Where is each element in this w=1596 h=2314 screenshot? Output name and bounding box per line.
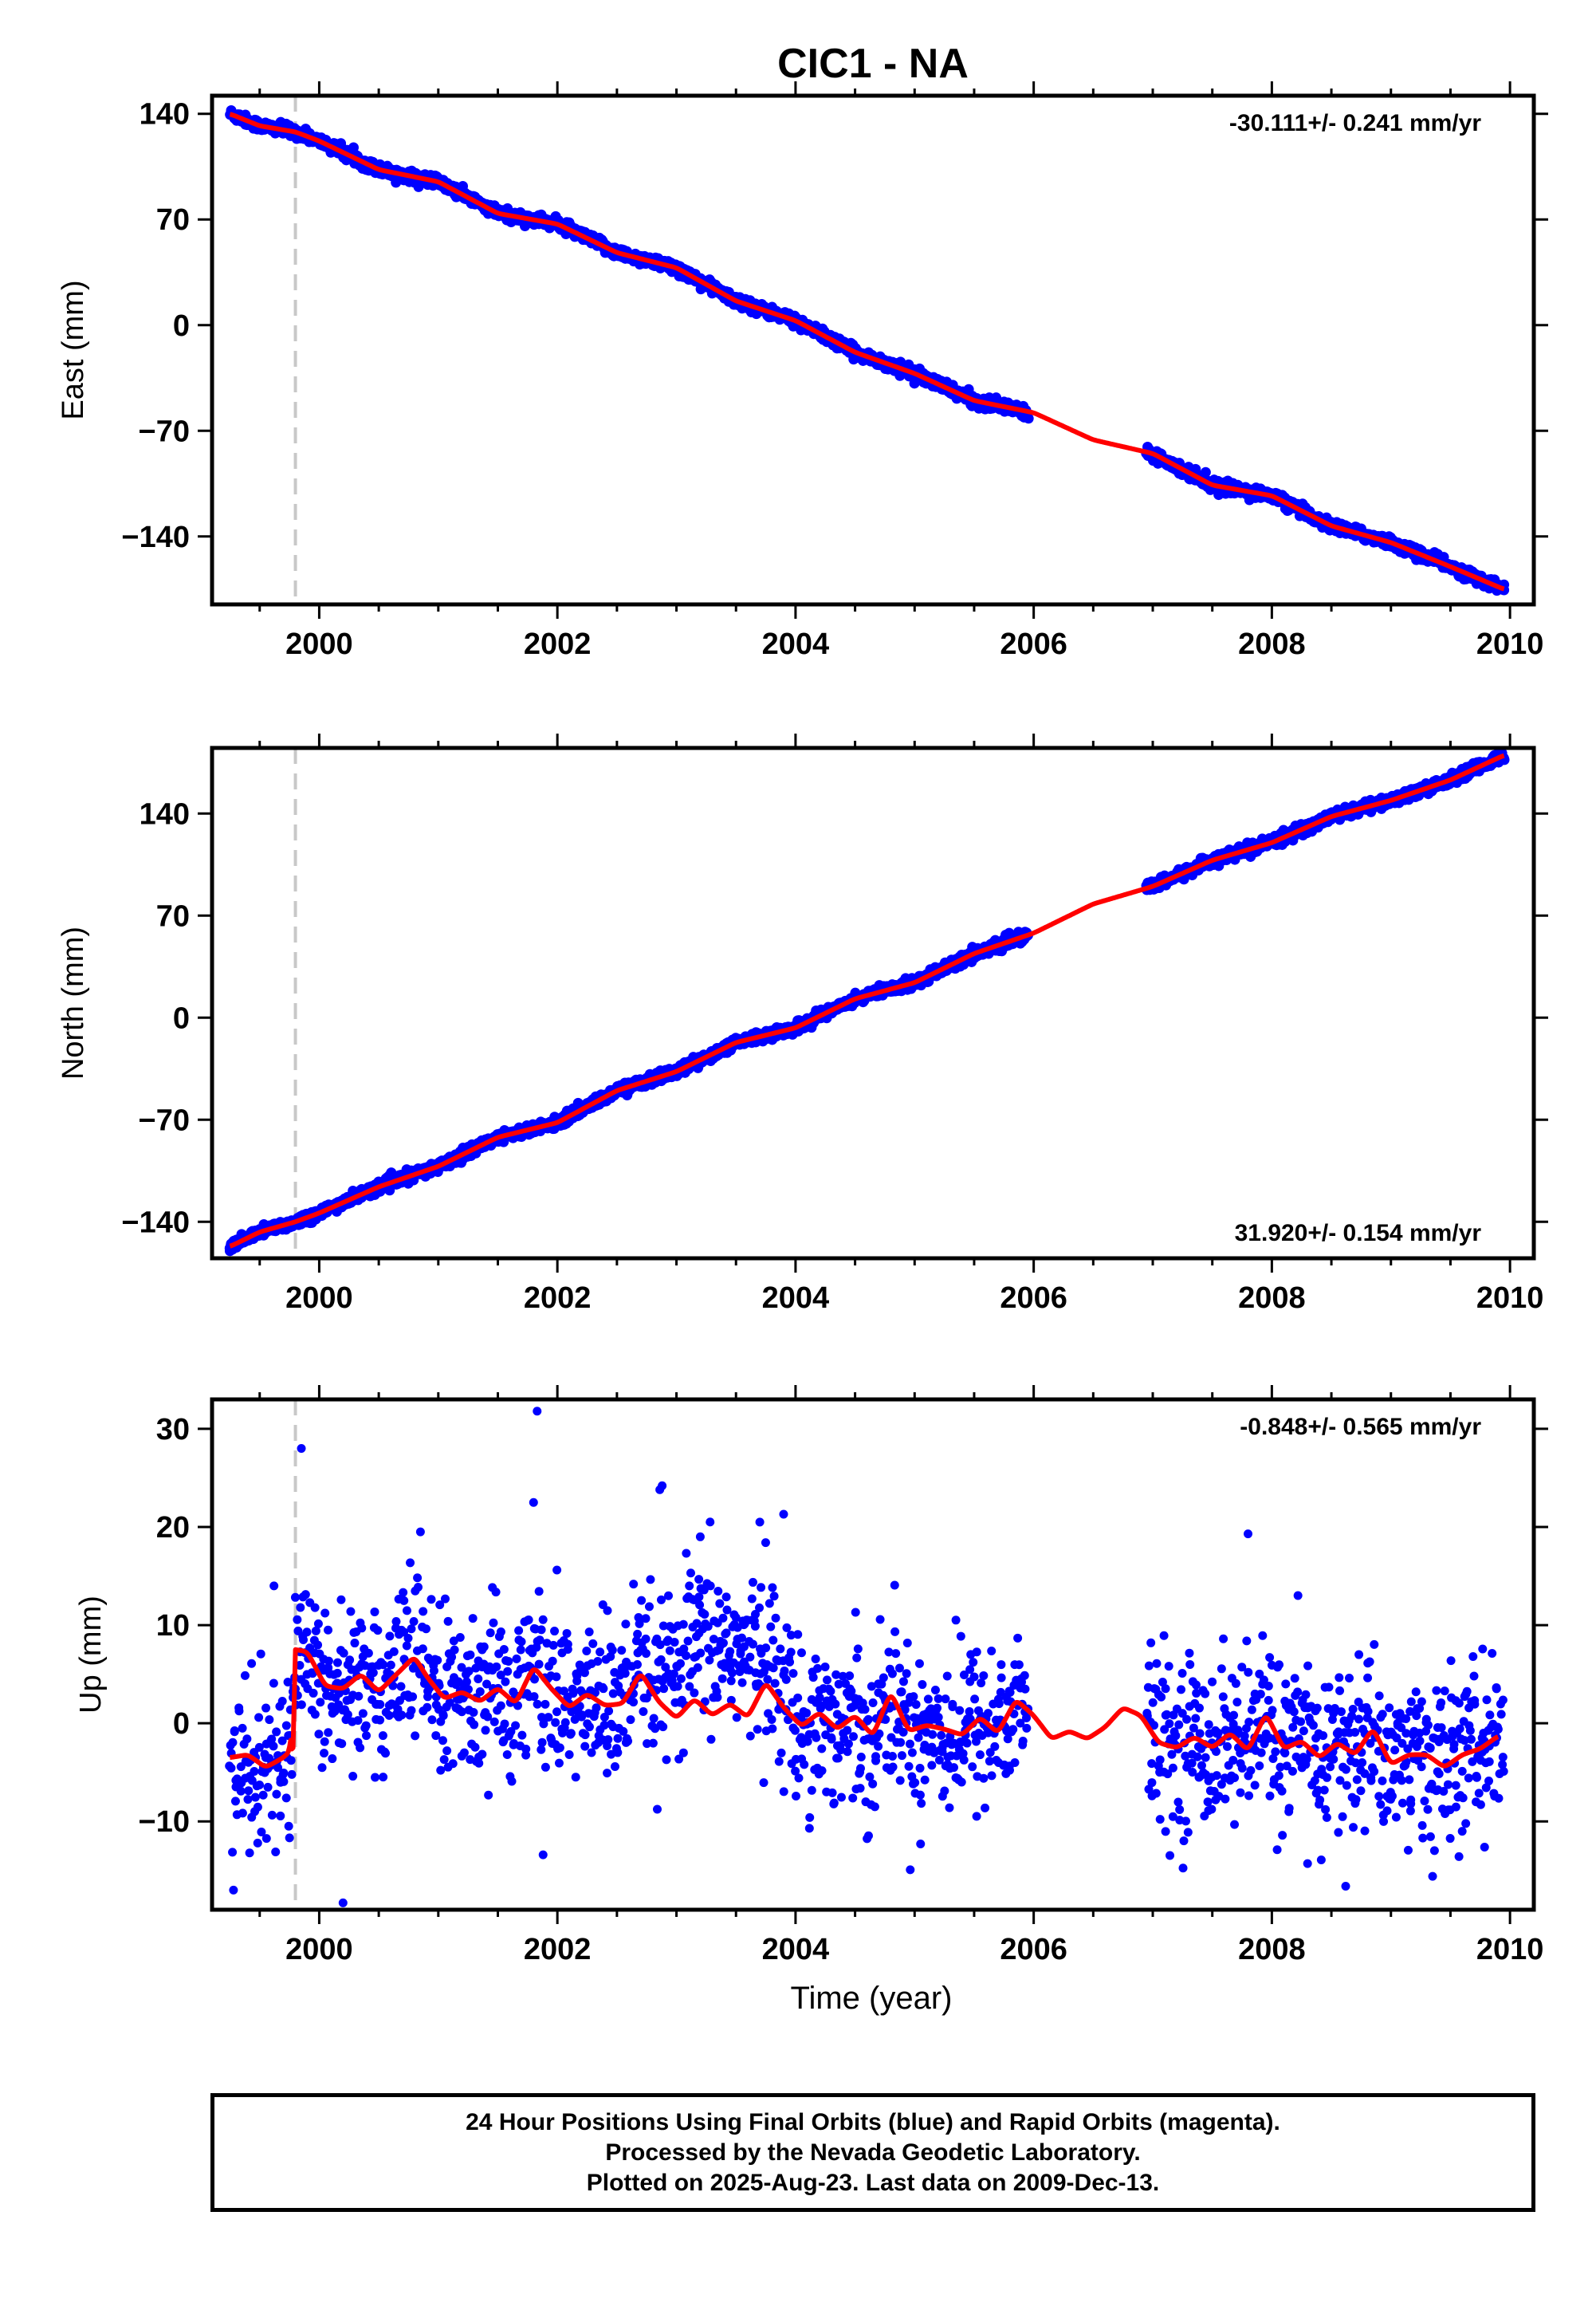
data-point: [1023, 413, 1034, 424]
y-tick-label: 0: [173, 1002, 190, 1035]
plot-frame: [210, 746, 1536, 1261]
plots: 2000 2002 2004 2006 2008 2010 140 70 0 −70 −140 Eas…: [57, 81, 1548, 2016]
plot-area: [225, 96, 1510, 604]
x-tick-label: 2006: [1000, 1281, 1067, 1315]
y-tick-label: 0: [173, 309, 190, 343]
fit-line: [228, 753, 1506, 1249]
y-tick-label: −70: [139, 415, 190, 448]
x-tick-label: 2004: [762, 628, 830, 661]
x-tick-label: 2004: [762, 1281, 830, 1315]
rate-annotation: -30.111+/- 0.241 mm/yr: [1229, 110, 1481, 136]
x-tick-label: 2010: [1476, 1281, 1544, 1315]
y-axis-label: East (mm): [57, 280, 90, 419]
panel-north: 2000 2002 2004 2006 2008 2010140700−70−140Nor…: [57, 734, 1548, 1315]
data-point: [1200, 466, 1211, 478]
x-tick-label: 2010: [1476, 628, 1544, 661]
x-tick-label: 2000: [285, 1281, 353, 1315]
y-tick-label: 140: [140, 797, 190, 831]
plot-area: [224, 748, 1510, 1258]
y-tick-label: 140: [140, 98, 190, 132]
plot-frame: [210, 93, 1536, 607]
y-tick-label: −70: [139, 1104, 190, 1137]
x-tick-label: 2002: [524, 628, 592, 661]
y-tick-label: 70: [156, 203, 190, 237]
x-tick-label: 2000: [285, 628, 353, 661]
panel-east: 2000 2002 2004 2006 2008 2010 140 70 0 −70 −140 Eas…: [57, 81, 1548, 661]
x-tick-label: 2002: [524, 1281, 592, 1315]
y-tick-label: −140: [121, 521, 190, 554]
y-tick-label: 70: [156, 899, 190, 933]
fit-line: [228, 112, 1506, 592]
data-point: [348, 142, 359, 153]
figure-title: CIC1 - NA: [777, 41, 969, 87]
x-tick-label: 2008: [1238, 1281, 1306, 1315]
x-tick-label: 2008: [1238, 628, 1306, 661]
x-tick-label: 2006: [1000, 628, 1067, 661]
